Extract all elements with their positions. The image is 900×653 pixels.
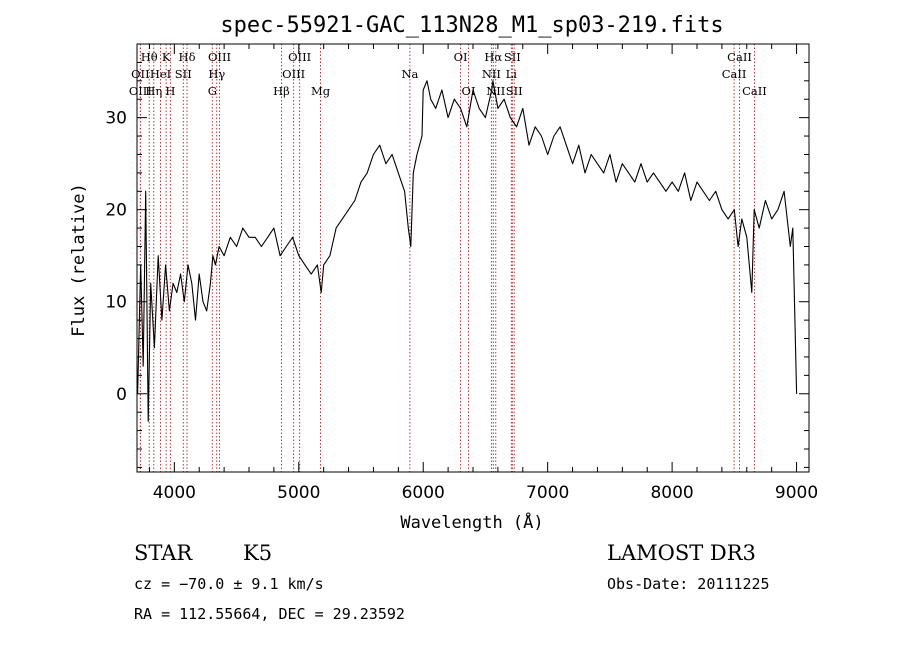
series-flux	[137, 80, 798, 422]
line-label-10: Hγ	[208, 67, 225, 81]
line-label-0: Hθ	[141, 50, 158, 64]
series-layer	[137, 80, 798, 422]
redshift-cz: cz = −70.0 ± 9.1 km/s	[134, 575, 324, 593]
x-tick-label: 8000	[650, 483, 693, 503]
line-label-1: OII	[131, 67, 150, 81]
plot-frame	[136, 43, 810, 473]
x-tick-labels: 4000 5000 6000 7000 8000 9000	[153, 483, 818, 503]
obs-date: Obs-Date: 20111225	[607, 575, 770, 593]
x-tick-label: 5000	[277, 483, 320, 503]
line-label-14: Hβ	[273, 84, 290, 98]
line-label-4: HeI	[150, 67, 171, 81]
ra-dec: RA = 112.55664, DEC = 29.23592	[134, 605, 405, 623]
line-label-8: H	[165, 84, 175, 98]
line-label-19: Hα	[484, 50, 502, 64]
line-label-13: OIII	[282, 67, 305, 81]
line-label-5: Hη	[145, 84, 162, 98]
x-tick-label: 7000	[526, 483, 569, 503]
line-label-2: OIII	[129, 84, 152, 98]
line-label-15: Mg	[311, 84, 331, 98]
line-label-23: Li	[506, 67, 518, 81]
object-class: STAR	[134, 541, 193, 565]
object-subclass: K5	[243, 541, 272, 565]
line-label-9: OIII	[208, 50, 231, 64]
spectral-line-markers	[139, 44, 755, 472]
line-label-11: G	[208, 84, 217, 98]
y-tick-label: 0	[116, 385, 127, 405]
x-axis-label: Wavelength (Å)	[400, 511, 543, 533]
y-tick-label: 30	[105, 109, 127, 129]
line-label-27: CaII	[742, 84, 767, 98]
line-label-25: CaII	[727, 50, 752, 64]
line-label-17: OI	[454, 50, 468, 64]
y-axis-label: Flux (relative)	[69, 183, 89, 337]
line-label-24: SII	[506, 84, 523, 98]
y-tick-labels: 0 10 20 30	[105, 109, 127, 405]
y-tick-label: 10	[105, 293, 127, 313]
line-label-26: CaII	[722, 67, 747, 81]
line-label-12: OIII	[288, 50, 311, 64]
axis-ticks	[137, 43, 809, 472]
y-tick-label: 20	[105, 201, 127, 221]
survey-name: LAMOST DR3	[607, 541, 756, 565]
x-tick-label: 4000	[153, 483, 196, 503]
line-label-3: K	[162, 50, 171, 64]
line-label-16: Na	[401, 67, 418, 81]
x-tick-label: 6000	[402, 483, 445, 503]
chart-title: spec-55921-GAC_113N28_M1_sp03-219.fits	[220, 13, 723, 38]
line-label-20: NII	[482, 67, 501, 81]
x-tick-label: 9000	[775, 483, 818, 503]
line-label-7: SII	[175, 67, 192, 81]
line-label-6: Hδ	[179, 50, 196, 64]
line-label-22: SII	[504, 50, 521, 64]
